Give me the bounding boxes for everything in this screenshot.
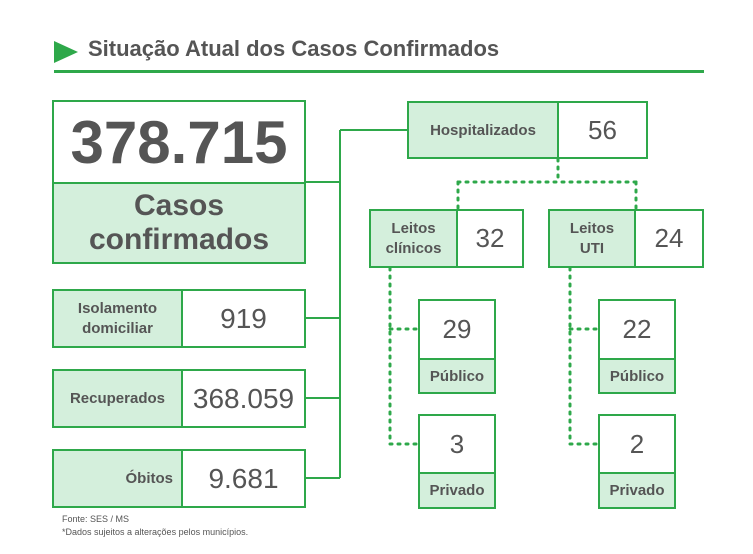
- obitos-label-box: Óbitos: [52, 449, 183, 508]
- clinicos-privado-value: 3: [449, 428, 465, 459]
- total-cases-label-line1: Casos: [133, 189, 225, 222]
- footer-source: Fonte: SES / MS: [62, 514, 130, 524]
- obitos-value-box: 9.681: [181, 449, 306, 508]
- clinicos-privado-value-box: 3: [418, 414, 496, 474]
- leitos-clinicos-value: 32: [475, 223, 505, 253]
- uti-privado-value: 2: [629, 428, 645, 459]
- uti-privado-label: Privado: [609, 482, 665, 499]
- clinicos-publico-value-box: 29: [418, 299, 496, 360]
- clinicos-privado-label: Privado: [429, 482, 485, 499]
- leitos-uti-label-line2: UTI: [579, 239, 605, 257]
- uti-privado-value-box: 2: [598, 414, 676, 474]
- title-arrow-icon: [54, 41, 78, 63]
- uti-publico-label-box: Público: [598, 358, 676, 394]
- title-underline: [54, 70, 704, 73]
- leitos-clinicos-label-box: Leitos clínicos: [369, 209, 458, 268]
- uti-publico-label: Público: [609, 367, 665, 385]
- total-cases-label-box: Casos confirmados: [52, 182, 306, 264]
- total-cases-value: 378.715: [70, 108, 288, 176]
- uti-publico-value-box: 22: [598, 299, 676, 360]
- hospitalizados-label-box: Hospitalizados: [407, 101, 559, 159]
- hospitalizados-value: 56: [588, 114, 617, 145]
- hospitalizados-label: Hospitalizados: [430, 121, 536, 139]
- clinicos-publico-value: 29: [442, 314, 472, 344]
- total-value-box: 378.715: [52, 100, 306, 184]
- isolamento-label-box: Isolamento domiciliar: [52, 289, 183, 348]
- leitos-uti-label-box: Leitos UTI: [548, 209, 636, 268]
- leitos-uti-label-line1: Leitos: [569, 219, 615, 237]
- clinicos-publico-label: Público: [429, 367, 485, 385]
- recuperados-value: 368.059: [192, 382, 295, 414]
- footer-note: *Dados sujeitos a alterações pelos munic…: [62, 527, 249, 537]
- leitos-uti-value: 24: [654, 223, 684, 253]
- leitos-uti-value-box: 24: [634, 209, 704, 268]
- isolamento-value: 919: [220, 302, 267, 334]
- isolamento-value-box: 919: [181, 289, 306, 348]
- hospitalizados-value-box: 56: [557, 101, 648, 159]
- recuperados-value-box: 368.059: [181, 369, 306, 428]
- obitos-value: 9.681: [208, 462, 279, 494]
- clinicos-publico-label-box: Público: [418, 358, 496, 394]
- page-title: Situação Atual dos Casos Confirmados: [88, 36, 500, 61]
- leitos-clinicos-label-line1: Leitos: [391, 219, 436, 237]
- leitos-clinicos-value-box: 32: [456, 209, 524, 268]
- total-cases-label-line2: confirmados: [88, 223, 270, 256]
- clinicos-privado-label-box: Privado: [418, 472, 496, 509]
- leitos-clinicos-label-line2: clínicos: [385, 239, 442, 257]
- isolamento-label-line1: Isolamento: [77, 299, 158, 317]
- isolamento-label-line2: domiciliar: [82, 319, 153, 337]
- uti-publico-value: 22: [622, 314, 652, 344]
- obitos-label: Óbitos: [125, 470, 174, 487]
- uti-privado-label-box: Privado: [598, 472, 676, 509]
- recuperados-label-box: Recuperados: [52, 369, 183, 428]
- recuperados-label: Recuperados: [69, 390, 166, 407]
